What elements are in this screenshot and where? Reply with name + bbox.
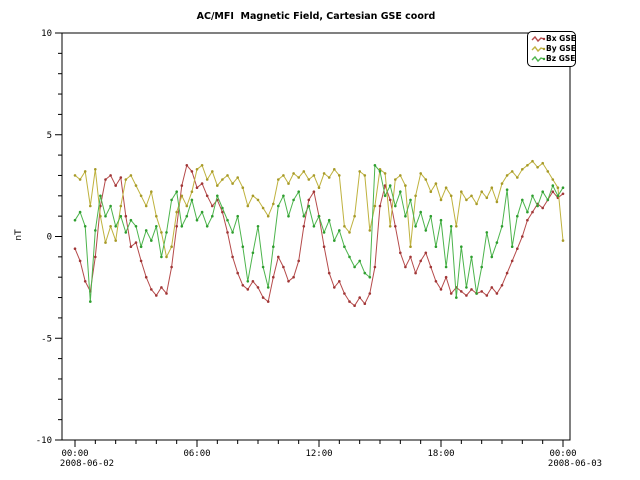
x-axis-date-label: 2008-06-03	[548, 459, 602, 469]
x-tick-label: 00:00	[61, 449, 88, 459]
svg-text:0: 0	[47, 233, 52, 243]
chart-title: AC/MFI Magnetic Field, Cartesian GSE coo…	[196, 11, 436, 22]
by-line-swatch-icon	[531, 45, 546, 53]
x-tick-label: 00:00	[549, 449, 576, 459]
legend-item-bz: Bz GSE	[531, 54, 576, 64]
series-bz-gse	[73, 163, 565, 303]
x-axis-date-label: 2008-06-02	[60, 459, 114, 469]
svg-text:-10: -10	[36, 436, 52, 446]
svg-text:-5: -5	[41, 334, 52, 344]
x-tick-label: 18:00	[427, 449, 454, 459]
series-by-gse	[73, 159, 565, 259]
svg-text:10: 10	[41, 29, 52, 39]
legend-label-bx: Bx GSE	[546, 34, 576, 43]
legend-label-bz: Bz GSE	[546, 54, 576, 63]
legend-item-bx: Bx GSE	[531, 34, 576, 44]
svg-text:5: 5	[47, 131, 52, 141]
y-axis-ticks: -10 -5 0 5 10	[36, 29, 62, 446]
series-bx-gse	[73, 164, 565, 308]
bx-line-swatch-icon	[531, 35, 546, 43]
legend-item-by: By GSE	[531, 44, 576, 54]
legend: Bx GSE By GSE Bz GSE	[527, 31, 576, 67]
legend-label-by: By GSE	[546, 44, 576, 53]
x-tick-label: 12:00	[305, 449, 332, 459]
x-tick-label: 06:00	[183, 449, 210, 459]
bz-line-swatch-icon	[531, 55, 546, 63]
